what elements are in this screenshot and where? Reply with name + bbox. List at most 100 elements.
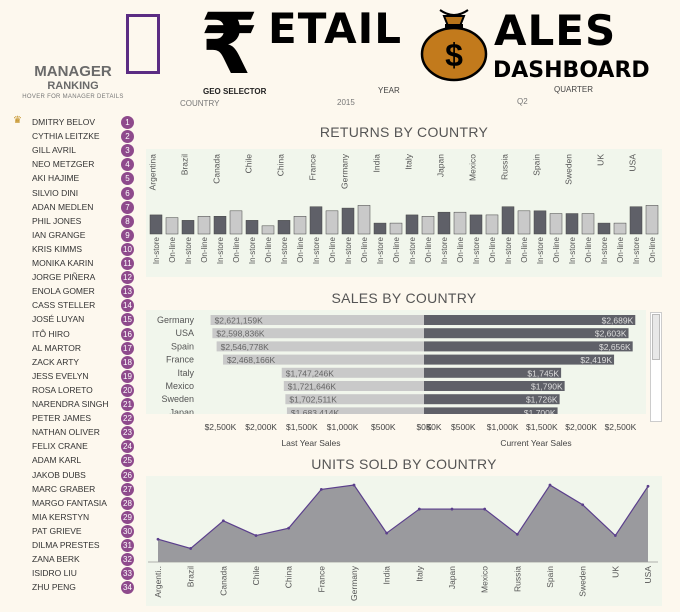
manager-row[interactable]: ADAN MEDLEN 7 bbox=[0, 200, 136, 215]
returns-subcategory-label: On-line bbox=[424, 236, 433, 262]
sales-scrollbar[interactable] bbox=[650, 312, 662, 422]
returns-bar bbox=[437, 211, 451, 235]
manager-rank-badge: 3 bbox=[121, 144, 134, 158]
manager-row[interactable]: ROSA LORETO 20 bbox=[0, 383, 136, 398]
manager-row[interactable]: JORGE PIÑERA 12 bbox=[0, 271, 136, 285]
units-point bbox=[385, 531, 389, 535]
manager-row[interactable]: MARC GRABER 27 bbox=[0, 482, 136, 497]
manager-row[interactable]: KRIS KIMMS 10 bbox=[0, 242, 136, 257]
manager-row[interactable]: PHIL JONES 8 bbox=[0, 214, 136, 229]
returns-subcategory-label: In-store bbox=[152, 236, 161, 264]
manager-name: PAT GRIEVE bbox=[32, 525, 82, 536]
manager-row[interactable]: JESS EVELYN 19 bbox=[0, 369, 136, 384]
manager-name: PHIL JONES bbox=[32, 215, 82, 226]
manager-name: ADAN MEDLEN bbox=[32, 201, 94, 212]
returns-subcategory-label: On-line bbox=[328, 236, 337, 262]
sales-right-axis-tick: $2,000K bbox=[565, 422, 597, 432]
returns-subcategory-label: In-store bbox=[632, 236, 641, 264]
returns-subcategory-label: In-store bbox=[376, 236, 385, 264]
returns-bar bbox=[597, 222, 611, 235]
returns-subcategory-label: On-line bbox=[392, 236, 401, 262]
manager-row[interactable]: FELIX CRANE 24 bbox=[0, 440, 136, 454]
manager-row[interactable]: PETER JAMES 22 bbox=[0, 412, 136, 426]
returns-subcategory-label: In-store bbox=[472, 236, 481, 264]
manager-row[interactable]: NATHAN OLIVER 23 bbox=[0, 426, 136, 440]
manager-name: ITÔ HIRO bbox=[32, 328, 70, 339]
manager-row[interactable]: DILMA PRESTES 31 bbox=[0, 539, 136, 553]
quarter-filter-label: QUARTER bbox=[554, 85, 593, 94]
returns-subcategory-label: In-store bbox=[440, 236, 449, 264]
manager-name: GILL AVRIL bbox=[32, 145, 76, 156]
manager-row[interactable]: AKI HAJIME 5 bbox=[0, 172, 136, 186]
year-filter[interactable]: 2015 bbox=[337, 98, 355, 107]
manager-row[interactable]: IAN GRANGE 9 bbox=[0, 228, 136, 243]
returns-subcategory-label: In-store bbox=[280, 236, 289, 264]
manager-row[interactable]: ISIDRO LIU 33 bbox=[0, 567, 136, 581]
manager-row[interactable]: SILVIO DINI 6 bbox=[0, 186, 136, 201]
manager-row[interactable]: MARGO FANTASIA 28 bbox=[0, 496, 136, 511]
manager-rank-badge: 32 bbox=[121, 553, 134, 567]
manager-row[interactable]: AL MARTOR 17 bbox=[0, 341, 136, 356]
manager-row[interactable]: JAKOB DUBS 26 bbox=[0, 468, 136, 483]
returns-category-label: Spain bbox=[531, 154, 541, 176]
returns-category-label: Chile bbox=[243, 154, 253, 174]
manager-name: PETER JAMES bbox=[32, 413, 92, 424]
sales-last-year-bar bbox=[210, 315, 424, 325]
manager-rank-badge: 2 bbox=[121, 130, 134, 144]
sales-current-year-bar bbox=[424, 407, 558, 418]
sales-current-year-label: $2,603K bbox=[595, 329, 627, 339]
manager-row[interactable]: GILL AVRIL 3 bbox=[0, 144, 136, 158]
manager-row[interactable]: ZACK ARTY 18 bbox=[0, 355, 136, 370]
units-point bbox=[450, 507, 454, 511]
units-point bbox=[221, 519, 225, 523]
returns-subcategory-label: On-line bbox=[264, 236, 273, 262]
sales-current-year-bar bbox=[424, 328, 629, 339]
manager-row[interactable]: ITÔ HIRO 16 bbox=[0, 327, 136, 342]
manager-row[interactable]: MONIKA KARIN 11 bbox=[0, 257, 136, 271]
sales-current-year-label: $1,700K bbox=[524, 408, 556, 418]
units-category-label: Argenti.. bbox=[153, 566, 163, 598]
returns-bar bbox=[197, 216, 211, 235]
manager-row[interactable]: CASS STELLER 14 bbox=[0, 299, 136, 313]
returns-by-country-chart: Argentina In-store On-line Brazil In-store On… bbox=[146, 149, 662, 277]
returns-bar bbox=[213, 216, 227, 235]
manager-rank-badge: 18 bbox=[121, 355, 134, 369]
sales-last-year-bar bbox=[286, 407, 424, 418]
manager-row[interactable]: PAT GRIEVE 30 bbox=[0, 524, 136, 539]
manager-row[interactable]: ZANA BERK 32 bbox=[0, 553, 136, 567]
units-category-label: Russia bbox=[512, 566, 522, 592]
returns-bar bbox=[245, 220, 259, 235]
returns-subcategory-label: In-store bbox=[408, 236, 417, 264]
returns-subcategory-label: On-line bbox=[168, 236, 177, 262]
manager-row[interactable]: ENOLA GOMER 13 bbox=[0, 285, 136, 299]
country-filter[interactable]: COUNTRY bbox=[180, 99, 220, 108]
manager-name: DMITRY BELOV bbox=[32, 117, 95, 127]
quarter-filter[interactable]: Q2 bbox=[517, 97, 528, 106]
sales-left-axis-title: Last Year Sales bbox=[281, 438, 340, 448]
sales-category-label: Japan bbox=[169, 407, 194, 417]
manager-name: AL MARTOR bbox=[32, 342, 81, 353]
sales-scrollbar-thumb[interactable] bbox=[652, 314, 660, 360]
manager-row[interactable]: NEO METZGER 4 bbox=[0, 158, 136, 172]
returns-subcategory-label: In-store bbox=[248, 236, 257, 264]
manager-name: KRIS KIMMS bbox=[32, 243, 83, 254]
sales-last-year-label: $1,683,414K bbox=[291, 408, 340, 418]
units-category-label: UK bbox=[610, 566, 620, 578]
manager-name: ZACK ARTY bbox=[32, 356, 80, 367]
manager-row[interactable]: MIA KERSTYN 29 bbox=[0, 510, 136, 525]
sales-last-year-bar bbox=[212, 328, 424, 339]
manager-rank-badge: 9 bbox=[121, 228, 134, 242]
returns-category-label: Germany bbox=[339, 153, 349, 189]
units-category-label: China bbox=[284, 566, 294, 588]
manager-row[interactable]: DMITRY BELOV 1 bbox=[0, 116, 136, 130]
manager-row[interactable]: ZHU PENG 34 bbox=[0, 581, 136, 595]
manager-rank-badge: 27 bbox=[121, 482, 134, 496]
title-dashboard: DASHBOARD bbox=[493, 58, 650, 83]
manager-row[interactable]: NARENDRA SINGH 21 bbox=[0, 398, 136, 412]
manager-row[interactable]: JOSÉ LUYAN 15 bbox=[0, 313, 136, 327]
manager-row[interactable]: CYTHIA LEITZKE 2 bbox=[0, 130, 136, 144]
manager-rank-badge: 7 bbox=[121, 200, 134, 214]
manager-list: ♛ DMITRY BELOV 1 CYTHIA LEITZKE 2 GILL AVRIL… bbox=[0, 115, 140, 596]
sales-chart-title: SALES BY COUNTRY bbox=[331, 290, 477, 306]
manager-row[interactable]: ADAM KARL 25 bbox=[0, 454, 136, 468]
